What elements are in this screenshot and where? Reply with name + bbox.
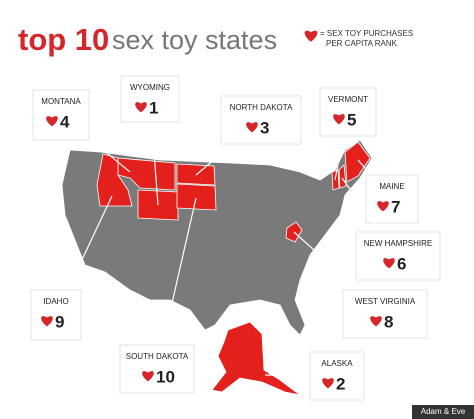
state-rank: 6: [397, 254, 406, 273]
alaska-shape: [211, 321, 301, 396]
heart: [46, 116, 58, 127]
state-rank: 1: [149, 98, 158, 117]
state-rank: 2: [336, 374, 345, 393]
callout-box: [30, 289, 82, 341]
state-rank: 9: [55, 312, 64, 331]
state-rank: 10: [156, 367, 175, 386]
heart: [135, 102, 147, 113]
state-name: SOUTH DAKOTA: [126, 352, 189, 361]
callout-box: [342, 289, 428, 339]
state-name: ALASKA: [321, 359, 353, 368]
legend-heart: [304, 30, 318, 42]
new-hampshire-shape: [338, 164, 347, 189]
state-name: VERMONT: [328, 95, 368, 104]
state-name: WEST VIRGINIA: [355, 297, 416, 306]
idaho-shape: [96, 153, 133, 207]
heart: [383, 258, 395, 269]
heart: [246, 122, 258, 133]
state-name: MAINE: [379, 182, 404, 191]
credit: Adam & Eve: [421, 407, 466, 416]
state-rank: 3: [260, 118, 269, 137]
callouts: MONTANA 4 WYOMING 1 NORTH DAKOTA 3 VERMONT 5 MAI…: [30, 75, 441, 401]
heart: [41, 316, 53, 327]
state-rank: 4: [60, 112, 70, 131]
state-rank: 8: [384, 312, 393, 331]
legend-line: PER CAPITA RANK: [326, 39, 398, 48]
callout-box: [120, 75, 180, 123]
title-light: sex toy states: [112, 25, 277, 55]
lower-48: [61, 139, 373, 336]
callout-box: [355, 231, 441, 281]
pointer-line: [156, 197, 197, 370]
state-rank: 5: [347, 110, 356, 129]
state-name: IDAHO: [43, 297, 68, 306]
state-rank: 7: [391, 197, 400, 216]
state-name: NEW HAMPSHIRE: [364, 239, 432, 248]
state-name: MONTANA: [41, 97, 81, 106]
callout-box: [220, 95, 302, 145]
callout-box: [32, 89, 90, 141]
heart: [370, 316, 382, 327]
state-name: NORTH DAKOTA: [230, 103, 293, 112]
state-name: WYOMING: [130, 83, 170, 92]
callout-box: [119, 344, 195, 394]
callout-box: [365, 174, 419, 224]
title-bold: top 10: [18, 22, 109, 57]
heart: [142, 371, 154, 382]
credit-bg: [412, 405, 474, 419]
callout-box: [309, 351, 365, 401]
legend-line: = SEX TOY PURCHASES: [320, 29, 413, 38]
heart: [333, 114, 345, 125]
heart: [322, 378, 334, 389]
heart: [377, 201, 389, 212]
callout-box: [319, 87, 377, 137]
south-dakota-shape: [176, 183, 217, 211]
us-map: [61, 139, 373, 396]
